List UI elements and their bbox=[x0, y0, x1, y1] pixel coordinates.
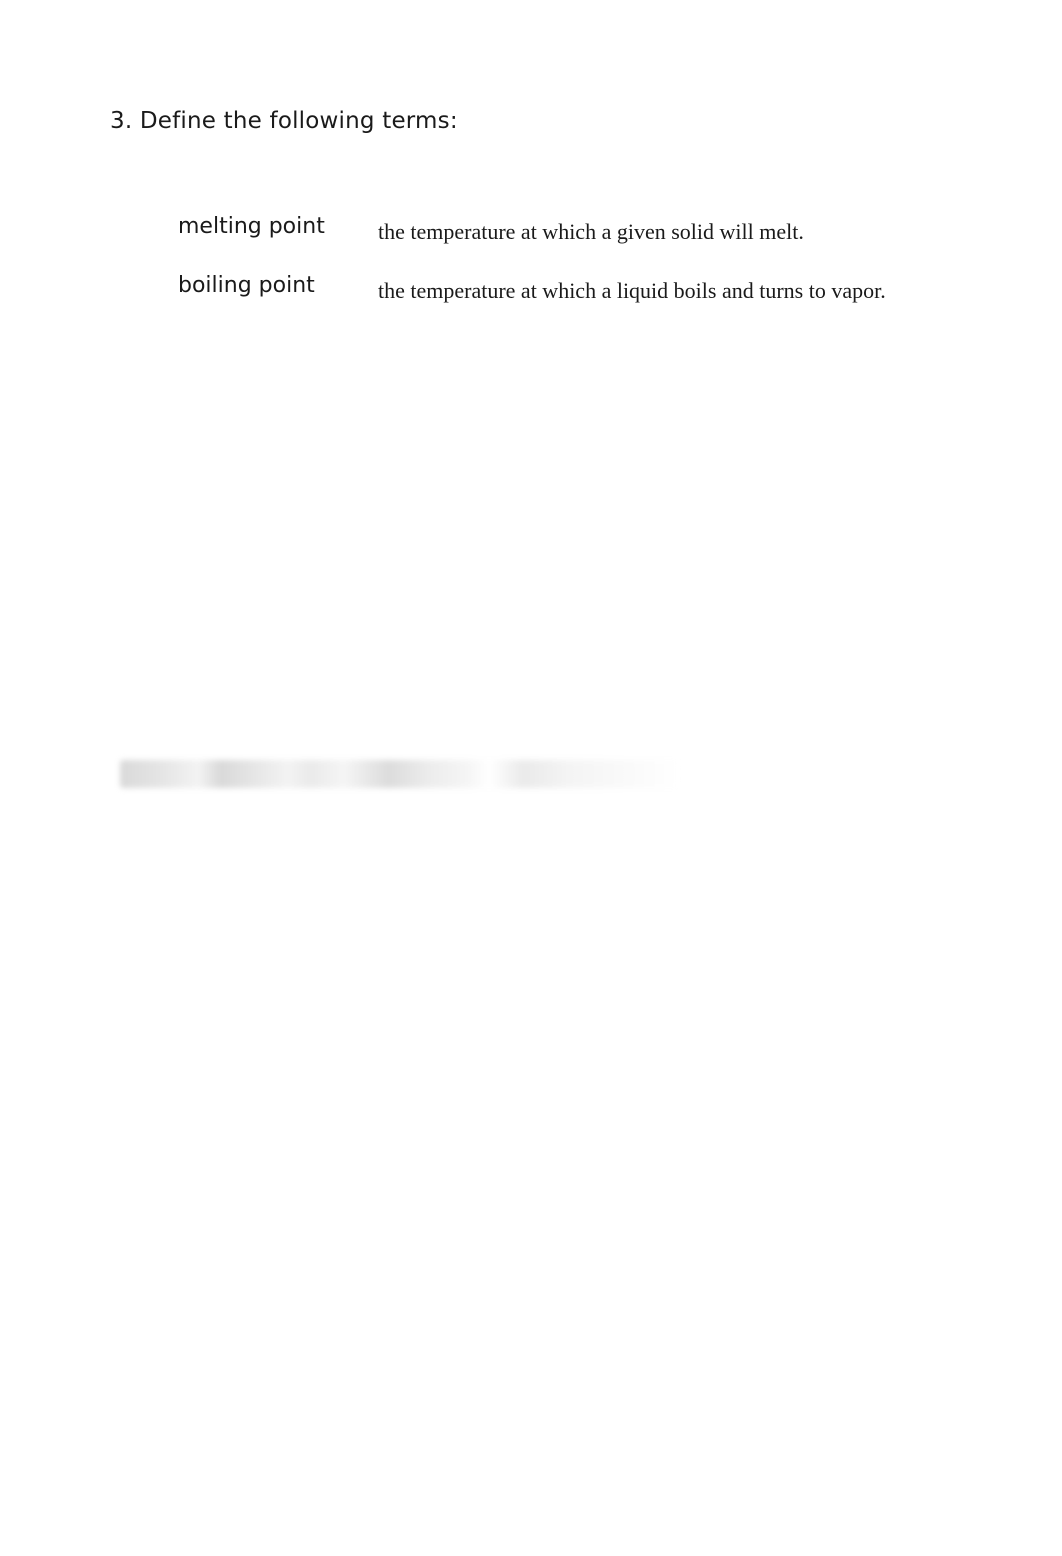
term-label: melting point bbox=[178, 214, 378, 239]
question-number: 3. bbox=[110, 108, 132, 134]
question-prompt: Define the following terms: bbox=[140, 108, 458, 134]
obscured-content-strip bbox=[120, 760, 680, 788]
definitions-list: melting point the temperature at which a… bbox=[110, 214, 972, 308]
definition-text: the temperature at which a given solid w… bbox=[378, 214, 898, 249]
question-heading: 3. Define the following terms: bbox=[110, 108, 972, 134]
definition-row: boiling point the temperature at which a… bbox=[178, 273, 972, 308]
definition-row: melting point the temperature at which a… bbox=[178, 214, 972, 249]
definition-text: the temperature at which a liquid boils … bbox=[378, 273, 898, 308]
term-label: boiling point bbox=[178, 273, 378, 298]
document-page: 3. Define the following terms: melting p… bbox=[0, 0, 1062, 1556]
